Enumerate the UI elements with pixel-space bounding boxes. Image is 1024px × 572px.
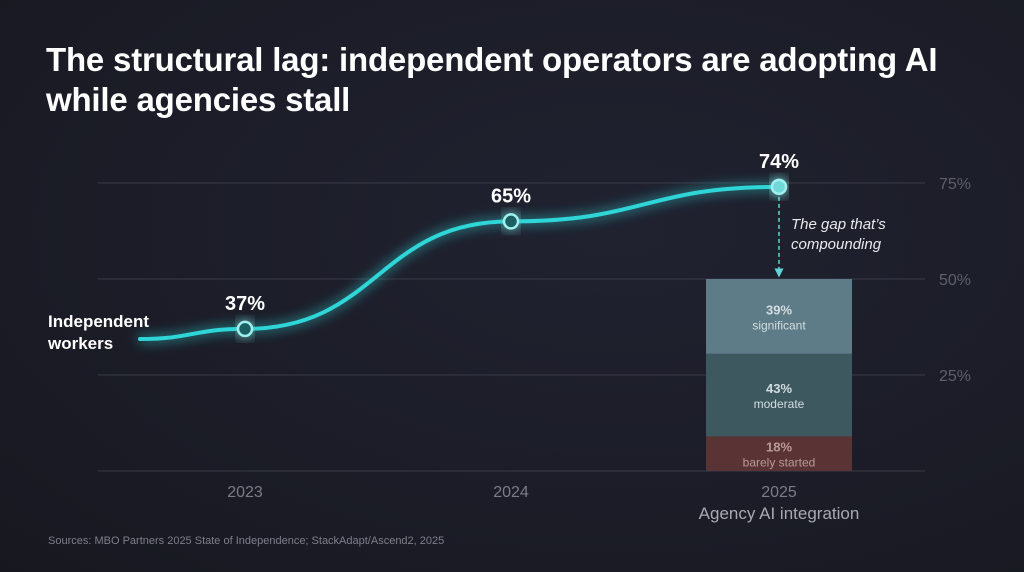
bar-segment-name: moderate [754, 397, 805, 411]
bar-segment-value: 18% [766, 440, 792, 455]
x-tick-label: 2023 [227, 484, 263, 501]
y-tick-label: 75% [939, 176, 971, 193]
chart-title: The structural lag: independent operator… [46, 41, 938, 118]
bar-segment-value: 43% [766, 381, 792, 396]
data-point [236, 320, 254, 338]
bar-segment-name: significant [752, 318, 806, 332]
data-point [770, 178, 788, 196]
x-tick-label: 2024 [493, 484, 529, 501]
data-label: 74% [759, 151, 799, 173]
bar-segment-value: 39% [766, 302, 792, 317]
x-tick-label: 2025 [761, 484, 797, 501]
bar-segment-significant [706, 279, 852, 354]
data-label: 37% [225, 293, 265, 315]
bar-segment-name: barely started [743, 456, 816, 470]
data-label: 65% [491, 185, 531, 207]
annotation-text: compounding [791, 236, 882, 253]
series-label: Independent [48, 312, 149, 331]
source-note: Sources: MBO Partners 2025 State of Inde… [48, 535, 445, 547]
series-label: workers [47, 334, 113, 353]
y-tick-label: 25% [939, 368, 971, 385]
series-line-independent-workers [138, 184, 781, 341]
y-tick-label: 50% [939, 272, 971, 289]
bar-segment-barely-started [706, 436, 852, 471]
bar-category-label: Agency AI integration [699, 504, 860, 523]
data-point [502, 213, 520, 230]
bar-segment-moderate [706, 353, 852, 437]
annotation-text: The gap that’s [791, 216, 886, 233]
